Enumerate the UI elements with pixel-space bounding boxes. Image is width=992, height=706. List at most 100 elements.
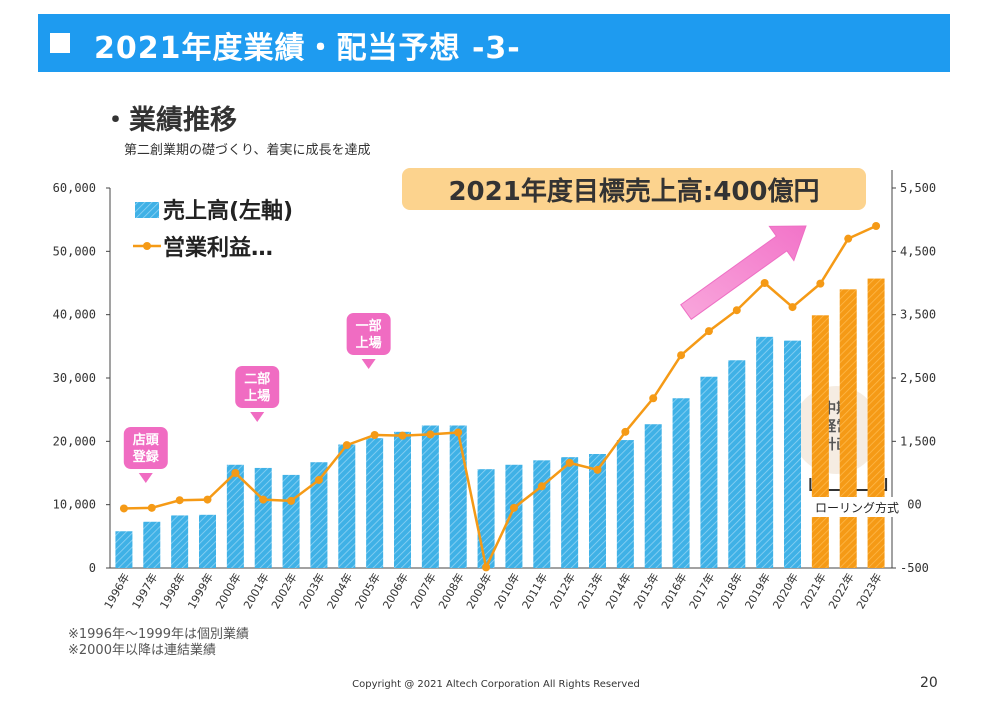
sales-bar: [589, 454, 606, 568]
sales-bar: [867, 278, 885, 568]
operating-profit-point: [509, 503, 518, 512]
callout-text: 店頭: [133, 432, 160, 448]
operating-profit-point: [259, 495, 268, 504]
operating-profit-point: [704, 327, 713, 336]
right-tick-label: 4,500: [900, 244, 936, 258]
footnotes: ※1996年～1999年は個別業績 ※2000年以降は連結業績: [68, 627, 249, 659]
operating-profit-point: [370, 431, 379, 439]
left-tick-label: 10,000: [53, 498, 96, 512]
sales-bar: [505, 464, 523, 568]
sales-bar: [338, 444, 356, 568]
x-tick-label: 2014年: [602, 571, 634, 612]
footnote-1: ※1996年～1999年は個別業績: [68, 627, 250, 642]
sales-bar: [366, 438, 384, 568]
callout-box: [235, 366, 280, 408]
operating-profit-point: [454, 428, 463, 437]
operating-profit-point: [287, 496, 296, 505]
left-tick-label: 20,000: [53, 434, 96, 448]
sales-bar: [644, 424, 662, 568]
sales-bar: [811, 315, 829, 568]
callout-text: 一部: [356, 318, 382, 334]
sales-bar: [533, 460, 551, 568]
operating-profit-point: [398, 431, 407, 440]
operating-profit-point: [788, 303, 797, 312]
callout-arrow: [138, 473, 153, 483]
x-tick-label: 2011年: [519, 571, 551, 612]
x-tick-label: 2008年: [435, 571, 467, 612]
x-tick-label: 2006年: [379, 571, 411, 612]
x-tick-label: 1997年: [129, 571, 161, 612]
x-tick-label: 2010年: [491, 571, 523, 612]
page-number: 20: [920, 675, 938, 691]
x-tick-label: 2009年: [463, 571, 495, 612]
operating-profit-point: [565, 458, 574, 467]
x-tick-label: 2004年: [324, 571, 356, 612]
x-tick-label: 2016年: [658, 571, 690, 612]
operating-profit-point: [649, 394, 658, 403]
callout-arrow: [361, 359, 376, 369]
sales-bar: [784, 340, 801, 568]
title-bullet-square: [50, 33, 70, 53]
x-tick-label: 1998年: [157, 571, 189, 612]
sales-bar: [728, 360, 746, 568]
callout-text: 二部: [244, 371, 270, 387]
operating-profit-point: [537, 482, 546, 491]
operating-profit-line: [123, 224, 877, 572]
sales-bar: [394, 431, 411, 568]
callout-box: [346, 313, 391, 355]
sales-bar: [254, 467, 272, 568]
operating-profit-point: [119, 504, 128, 513]
sales-bar: [199, 514, 216, 568]
rolling-label: ローリング方式: [815, 500, 899, 515]
target-banner-text: 2021年度目標売上高:400億円: [448, 176, 819, 207]
left-tick-label: 30,000: [53, 371, 96, 385]
right-tick-label: 5,500: [900, 181, 936, 195]
sales-bar: [143, 521, 161, 568]
operating-profit-point: [621, 427, 630, 436]
sales-bar: [616, 440, 634, 568]
sales-bar: [672, 398, 690, 568]
x-tick-label: 2003年: [296, 571, 328, 612]
x-tick-label: 2019年: [742, 571, 774, 612]
operating-profit-point: [342, 441, 351, 450]
sales-bar: [839, 289, 857, 568]
right-tick-label: 2,500: [900, 371, 936, 385]
x-tick-label: 2013年: [574, 571, 606, 612]
operating-profit-point: [677, 351, 686, 360]
operating-profit-point: [732, 306, 741, 315]
operating-profit-point: [593, 465, 602, 474]
right-tick-label: 1,500: [900, 434, 936, 448]
operating-profit-point: [203, 495, 212, 504]
left-tick-label: 40,000: [53, 308, 96, 322]
x-tick-label: 2023年: [853, 571, 885, 612]
x-tick-label: 1996年: [101, 571, 133, 612]
operating-profit-point: [816, 279, 825, 288]
x-tick-label: 2012年: [547, 571, 579, 612]
right-tick-label: 3,500: [900, 308, 936, 322]
target-banner: [402, 168, 866, 210]
operating-profit-point: [314, 475, 323, 484]
legend-profit-label: 営業利益…: [163, 235, 273, 261]
right-tick-label: -500: [900, 561, 929, 575]
title-bar: 2021年度業績・配当予想 -3-: [38, 14, 950, 72]
operating-profit-point: [482, 563, 491, 572]
rolling-label-bg: [806, 497, 908, 517]
sales-bar: [310, 462, 328, 568]
x-tick-label: 2015年: [630, 571, 662, 612]
callout-arrow: [250, 412, 265, 422]
sales-bar: [226, 464, 244, 568]
sales-bar: [561, 457, 579, 568]
operating-profit-point: [872, 222, 881, 230]
operating-profit-point: [760, 279, 769, 287]
growth-arrow: [680, 225, 807, 321]
x-tick-label: 2022年: [825, 571, 857, 612]
legend-profit-marker: [143, 242, 151, 250]
sales-bar: [171, 515, 189, 568]
page-title: 2021年度業績・配当予想 -3-: [94, 31, 521, 66]
x-tick-label: 2020年: [769, 571, 801, 612]
legend-sales-swatch: [135, 202, 159, 218]
sales-bar: [449, 425, 467, 568]
